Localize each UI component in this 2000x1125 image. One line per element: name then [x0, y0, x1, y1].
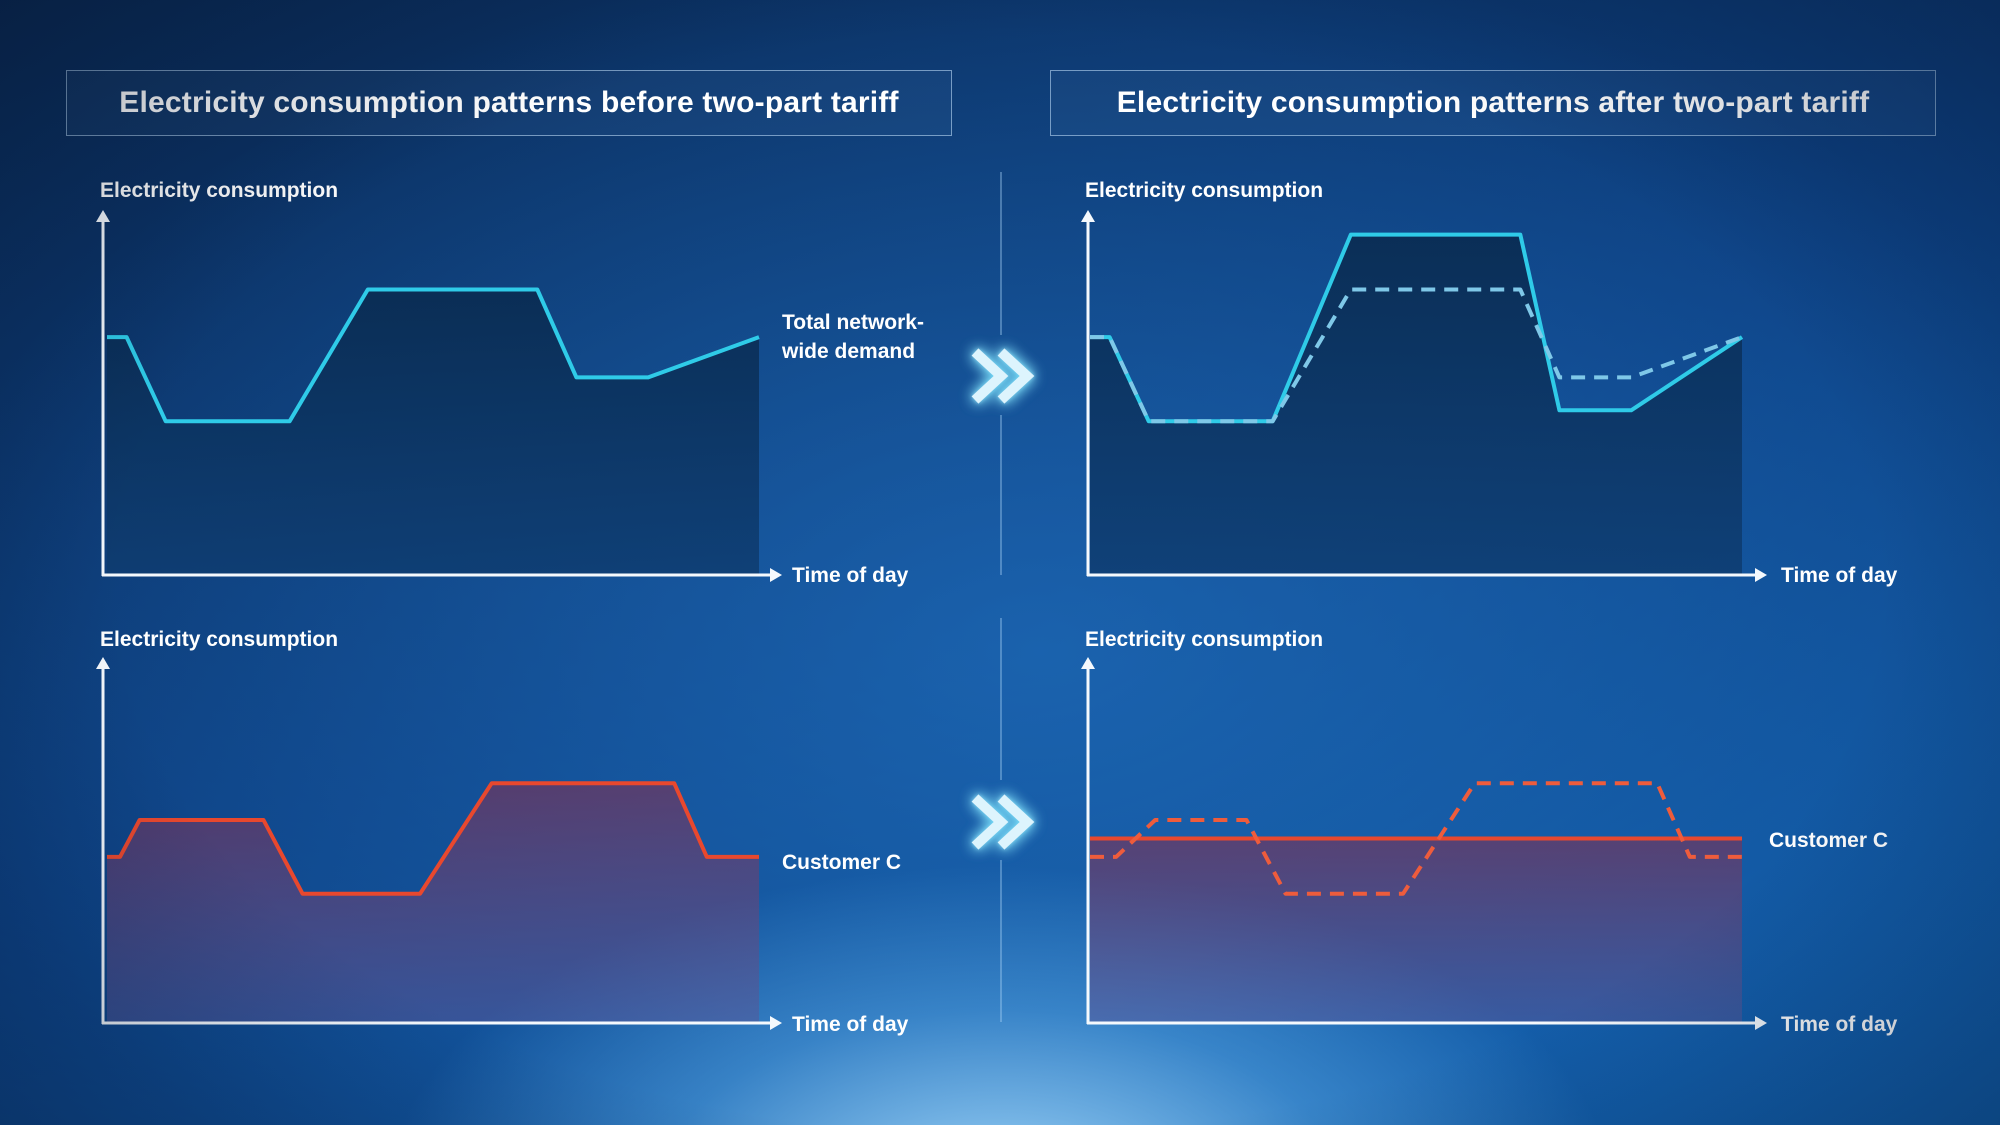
chart-network-before [96, 210, 782, 582]
chart-customer-before [96, 657, 782, 1030]
column-divider [1000, 860, 1002, 1022]
column-divider [1000, 172, 1002, 335]
area-fill [1090, 838, 1742, 1023]
x-axis-label: Time of day [1781, 1013, 1898, 1036]
x-axis-label: Time of day [792, 1013, 909, 1036]
area-fill [107, 289, 759, 575]
y-axis-arrow [96, 210, 110, 222]
y-axis-arrow [1081, 210, 1095, 222]
y-axis-arrow [1081, 657, 1095, 669]
customer-c-label: Customer C [1769, 829, 1889, 852]
y-axis-label: Electricity consumption [100, 628, 339, 651]
area-fill [1090, 234, 1742, 575]
x-axis-label: Time of day [1781, 564, 1898, 587]
double-chevron-icon [971, 794, 1035, 850]
x-axis-arrow [770, 568, 782, 582]
customer-c-label: Customer C [782, 851, 902, 874]
y-axis-arrow [96, 657, 110, 669]
network-demand-label: Total network- wide demand [782, 311, 924, 364]
title-after-text: Electricity consumption patterns after t… [1116, 86, 1870, 119]
x-axis-arrow [1755, 1016, 1767, 1030]
double-chevron-icon [971, 348, 1035, 404]
x-axis-label: Time of day [792, 564, 909, 587]
title-box-after: Electricity consumption patterns after t… [1050, 70, 1936, 136]
x-axis-arrow [770, 1016, 782, 1030]
column-divider [1000, 618, 1002, 780]
chart-network-after [1081, 210, 1767, 582]
chart-customer-after [1081, 657, 1767, 1030]
y-axis-label: Electricity consumption [1085, 179, 1324, 202]
title-before-text: Electricity consumption patterns before … [119, 86, 899, 119]
title-box-before: Electricity consumption patterns before … [66, 70, 952, 136]
y-axis-label: Electricity consumption [1085, 628, 1324, 651]
column-divider [1000, 415, 1002, 575]
x-axis-arrow [1755, 568, 1767, 582]
y-axis-label: Electricity consumption [100, 179, 339, 202]
